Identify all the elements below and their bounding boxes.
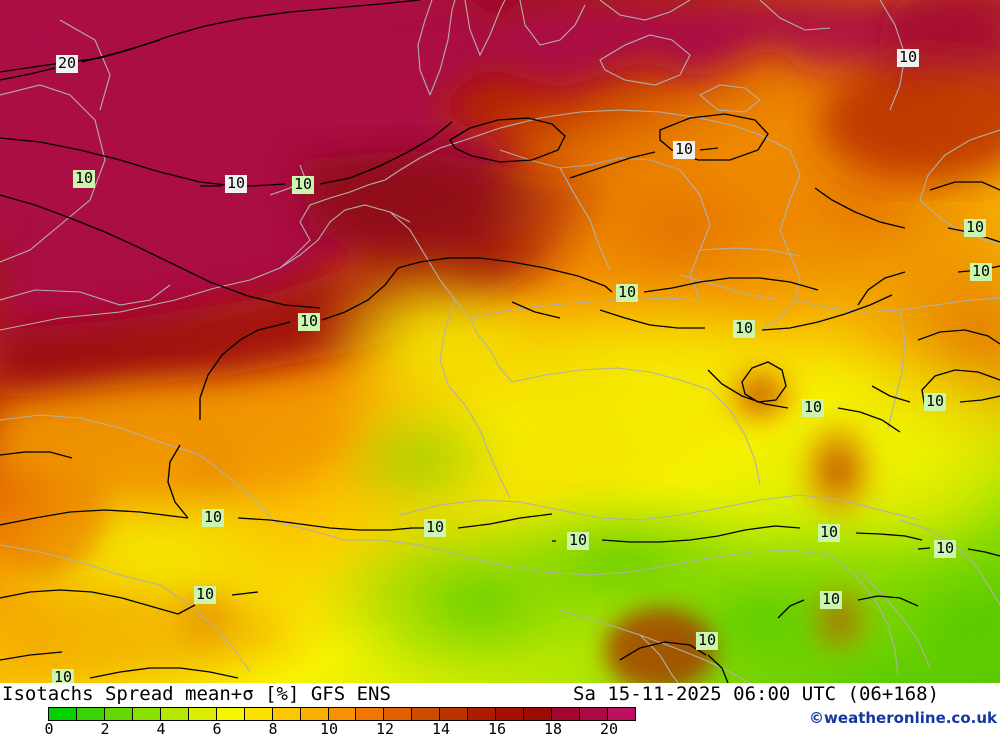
colorbar[interactable]: 0 2 4 6 8 10 12 14 16 18 20 bbox=[44, 707, 636, 737]
contour-label: 10 bbox=[732, 319, 756, 338]
colorbar-cell bbox=[76, 708, 105, 720]
colorbar-cell bbox=[384, 708, 413, 720]
coastline-and-border-overlay bbox=[0, 0, 1000, 683]
colorbar-cell bbox=[216, 708, 245, 720]
colorbar-tick: 0 bbox=[44, 720, 54, 738]
contour-label: 10 bbox=[695, 631, 719, 650]
contour-label: 10 bbox=[566, 531, 590, 550]
isotach-contour-lines bbox=[0, 0, 1000, 683]
colorbar-cell bbox=[49, 708, 77, 720]
contour-label: 10 bbox=[193, 585, 217, 604]
copyright-notice: ©weatheronline.co.uk bbox=[809, 709, 997, 727]
colorbar-cell bbox=[496, 708, 525, 720]
contour-label: 10 bbox=[963, 218, 987, 237]
colorbar-tick: 14 bbox=[431, 720, 451, 738]
colorbar-tick: 4 bbox=[156, 720, 166, 738]
contour-label: 20 bbox=[55, 54, 79, 73]
colorbar-cell bbox=[524, 708, 553, 720]
colorbar-cell bbox=[160, 708, 189, 720]
colorbar-cell bbox=[132, 708, 161, 720]
colorbar-cell bbox=[244, 708, 273, 720]
colorbar-tick: 20 bbox=[599, 720, 619, 738]
colorbar-cell bbox=[356, 708, 385, 720]
contour-label: 10 bbox=[896, 48, 920, 67]
contour-label: 10 bbox=[291, 175, 315, 194]
contour-label: 10 bbox=[672, 140, 696, 159]
colorbar-cell bbox=[272, 708, 301, 720]
contour-label: 10 bbox=[817, 523, 841, 542]
colorbar-cell bbox=[468, 708, 497, 720]
colorbar-tick: 12 bbox=[375, 720, 395, 738]
colorbar-cell bbox=[328, 708, 357, 720]
colorbar-cell bbox=[412, 708, 441, 720]
valid-datetime: Sa 15-11-2025 06:00 UTC (06+168) bbox=[573, 683, 940, 705]
contour-label: 10 bbox=[51, 669, 75, 683]
colorbar-swatches[interactable] bbox=[48, 707, 636, 721]
colorbar-cell bbox=[580, 708, 609, 720]
contour-label: 10 bbox=[819, 590, 843, 609]
colorbar-cell bbox=[188, 708, 217, 720]
contour-label: 10 bbox=[72, 169, 96, 188]
product-title: Isotachs Spread mean+σ [%] GFS ENS bbox=[2, 683, 391, 705]
colorbar-tick: 8 bbox=[268, 720, 278, 738]
contour-label: 10 bbox=[224, 174, 248, 193]
colorbar-cell bbox=[608, 708, 636, 720]
contour-label-layer: 20 10 10 10 10 10 10 10 10 10 10 10 10 10 10 10 10 10 10 10… bbox=[51, 48, 993, 683]
contour-label: 10 bbox=[969, 262, 993, 281]
contour-label: 10 bbox=[923, 392, 947, 411]
colorbar-tick: 10 bbox=[319, 720, 339, 738]
colorbar-cell bbox=[440, 708, 469, 720]
colorbar-tick: 16 bbox=[487, 720, 507, 738]
contour-label: 10 bbox=[201, 508, 225, 527]
colorbar-cell bbox=[300, 708, 329, 720]
colorbar-tick: 2 bbox=[100, 720, 110, 738]
contour-label: 10 bbox=[615, 283, 639, 302]
legend-panel: Isotachs Spread mean+σ [%] GFS ENS Sa 15… bbox=[0, 683, 1000, 737]
contour-label: 10 bbox=[801, 398, 825, 417]
colorbar-tick: 6 bbox=[212, 720, 222, 738]
colorbar-cell bbox=[104, 708, 133, 720]
contour-label: 10 bbox=[297, 312, 321, 331]
colorbar-cell bbox=[552, 708, 581, 720]
colorbar-tick: 18 bbox=[543, 720, 563, 738]
contour-label: 10 bbox=[933, 539, 957, 558]
weather-map-canvas[interactable]: 20 10 10 10 10 10 10 10 10 10 10 10 10 10 10 10 10 10 10 10… bbox=[0, 0, 1000, 683]
contour-label: 10 bbox=[423, 518, 447, 537]
